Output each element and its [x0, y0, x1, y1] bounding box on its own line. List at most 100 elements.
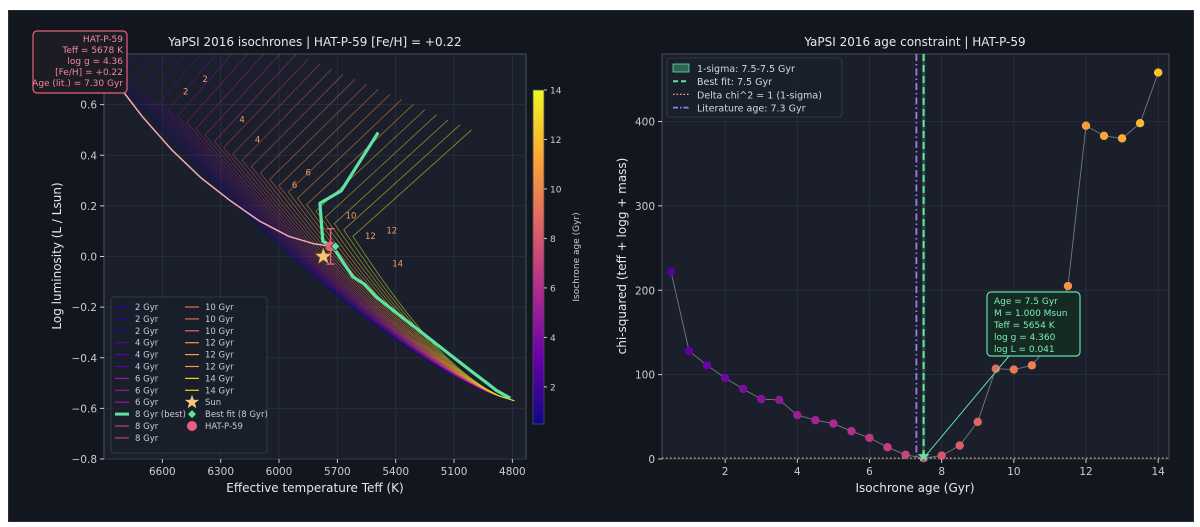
isochrone-age-label: 6 [292, 181, 297, 191]
left-x-tick-label: 5700 [324, 466, 351, 478]
chi2-point [973, 417, 982, 427]
legend-label: Delta chi^2 = 1 (1-sigma) [697, 90, 822, 101]
left-y-tick-label: 0.0 [80, 252, 97, 264]
chi2-point [738, 384, 748, 394]
legend-label: 12 Gyr [205, 339, 234, 349]
legend-label: 2 Gyr [135, 303, 159, 313]
chi2-point [1009, 365, 1019, 374]
chi2-point [883, 442, 892, 452]
chi2-point [684, 346, 694, 356]
annotation-line-3: Teff = 5654 K [993, 321, 1056, 331]
right-y-tick-label: 100 [635, 370, 655, 382]
chi2-point [757, 394, 766, 404]
isochrone-age-label: 2 [202, 75, 207, 85]
left-marks: 2 2 4 4 66 10 12 12 14 [113, 75, 512, 400]
chi2-point [666, 267, 676, 276]
chi2-point [865, 433, 874, 443]
best-fit-isochrone-track [318, 131, 512, 400]
legend-label: 14 Gyr [205, 374, 234, 384]
right-x-axis-label: Isochrone age (Gyr) [855, 481, 974, 495]
isochrone-age-label: 4 [239, 115, 244, 125]
chi2-point [1027, 361, 1037, 370]
legend-label: Literature age: 7.3 Gyr [697, 104, 806, 115]
colorbar-tick-label: 6 [550, 284, 556, 294]
legend-label: 4 Gyr [135, 363, 159, 373]
legend-label: 10 Gyr [205, 327, 234, 337]
chi2-point [702, 361, 712, 370]
legend-label: 12 Gyr [205, 351, 234, 361]
annotation-line-5: log L = 0.041 [994, 345, 1055, 355]
right-y-tick-label: 400 [635, 117, 655, 129]
legend-label: 6 Gyr [135, 374, 159, 384]
legend-label: 2 Gyr [135, 315, 159, 325]
chi2-point [1117, 134, 1127, 143]
legend-label: 4 Gyr [135, 351, 159, 361]
colorbar-strip [532, 89, 545, 425]
left-y-tick-label: 0.4 [80, 150, 97, 162]
colorbar-tick-label: 10 [550, 185, 562, 195]
chi2-point [1153, 68, 1163, 77]
target-evolution-track [113, 78, 332, 248]
isochrone-age-label: 12 [365, 232, 376, 242]
chi2-point [1081, 121, 1091, 130]
legend-label: 4 Gyr [135, 339, 159, 349]
chi2-point [847, 426, 856, 436]
left-x-tick-label: 4800 [499, 466, 526, 478]
legend-label: 8 Gyr [135, 422, 159, 432]
info-box-frame [32, 30, 128, 94]
chi2-point [1099, 131, 1109, 141]
right-x-tick-label: 12 [1079, 466, 1092, 478]
legend-label: Sun [205, 398, 221, 408]
legend-label: 14 Gyr [205, 386, 234, 396]
colorbar-tick-label: 14 [550, 87, 562, 97]
legend-label: 1-sigma: 7.5-7.5 Gyr [697, 64, 795, 75]
colorbar-tick-label: 8 [550, 235, 556, 245]
chi2-point [937, 451, 946, 460]
chi2-point [1063, 281, 1073, 291]
right-y-axis-label: chi-squared (teff + logg + mass) [615, 158, 629, 355]
left-y-tick-label: −0.6 [72, 403, 98, 415]
left-y-tick-label: 0.2 [80, 201, 97, 213]
left-y-tick-label: 0.6 [80, 100, 97, 112]
isochrone-age-label: 6 [305, 169, 310, 179]
right-y-tick-label: 200 [635, 285, 655, 297]
left-x-axis-label: Effective temperature Teff (K) [226, 481, 403, 495]
colorbar-label: Isochrone age (Gyr) [572, 212, 582, 301]
info-box-line-4: [Fe/H] = +0.22 [55, 68, 123, 78]
left-y-tick-label: −0.8 [72, 454, 98, 466]
legend-label: 10 Gyr [205, 315, 234, 325]
isochrone-age-label: 10 [346, 212, 357, 222]
right-legend: 1-sigma: 7.5-7.5 Gyr Best fit: 7.5 Gyr Del… [666, 57, 843, 118]
legend-label: 8 Gyr (best) [135, 410, 186, 420]
isochrone-age-label: 2 [183, 88, 188, 98]
annotation-line-1: Age = 7.5 Gyr [994, 297, 1058, 307]
right-x-tick-label: 2 [722, 466, 729, 478]
left-y-tick-label: −0.4 [72, 353, 98, 365]
right-x-tick-label: 10 [1007, 466, 1020, 478]
legend-label: 8 Gyr [135, 434, 159, 444]
right-x-tick-label: 8 [938, 466, 945, 478]
chi2-point [991, 364, 1000, 373]
right-legend-frame [666, 57, 843, 118]
chi2-point [829, 419, 838, 428]
legend-swatch-star [184, 394, 200, 409]
info-box-line-3: log g = 4.36 [67, 57, 123, 67]
right-x-tick-label: 4 [794, 466, 801, 478]
left-chart-title: YaPSI 2016 isochrones | HAT-P-59 [Fe/H] … [167, 35, 461, 49]
right-marks [662, 54, 1169, 463]
info-box-line-2: Teff = 5678 K [61, 46, 124, 56]
target-info-box: HAT-P-59 Teff = 5678 K log g = 4.36 [Fe/… [32, 30, 128, 94]
colorbar-tick-label: 12 [550, 136, 561, 146]
left-x-tick-label: 6000 [266, 466, 293, 478]
legend-swatch-patch [672, 63, 690, 73]
chi2-point [793, 410, 802, 420]
chi2-point [955, 441, 964, 450]
chi2-curve [670, 72, 1159, 459]
right-y-tick-label: 300 [635, 201, 655, 213]
chi2-point [720, 373, 730, 383]
age-colorbar: Isochrone age (Gyr) 2 4 6 8 10 12 14 [532, 87, 582, 425]
best-fit-star-marker [917, 449, 930, 462]
left-x-tick-label: 5400 [382, 466, 409, 478]
legend-label: 12 Gyr [205, 363, 234, 373]
